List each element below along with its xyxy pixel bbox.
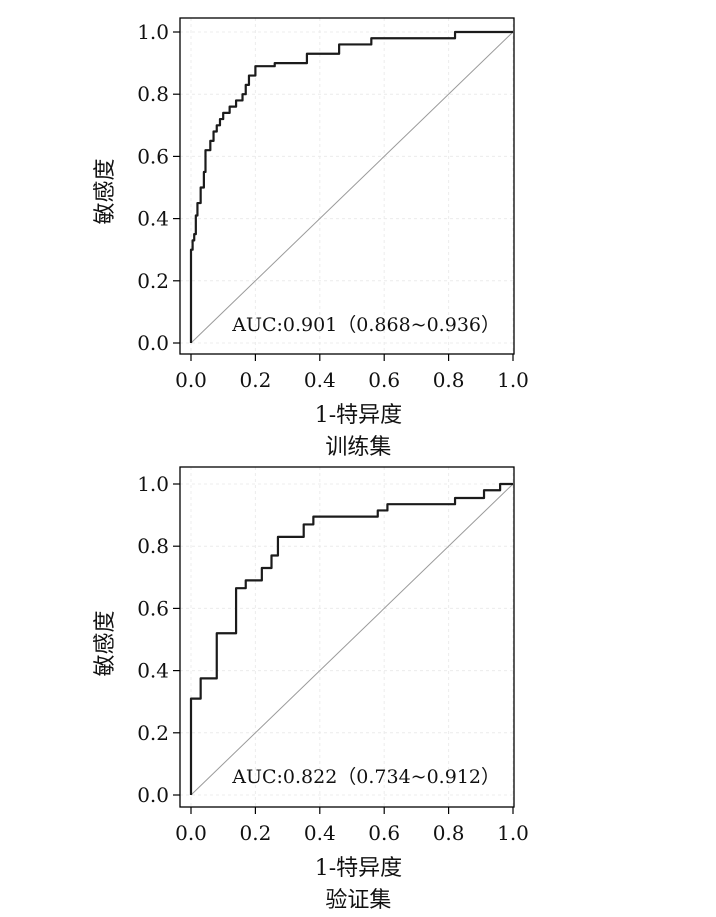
chart-1-y-tick-label: 0.8	[137, 82, 169, 106]
chart-2-roc-curve	[189, 482, 513, 795]
chart-2-y-tick-label: 1.0	[137, 472, 169, 496]
chart-2-x-tick-label: 0.8	[433, 821, 465, 845]
chart-2-x-axis-title: 1-特异度	[315, 856, 402, 881]
chart-2-y-tick-label: 0.4	[137, 659, 169, 683]
chart-1-x-tick-label: 0.8	[433, 368, 465, 392]
chart-1-x-tick-label: 0.2	[239, 368, 271, 392]
chart-1-y-tick-label: 0.2	[137, 269, 169, 293]
chart-1-caption: 训练集	[325, 435, 391, 460]
chart-2-x-tick-label: 0.6	[368, 821, 400, 845]
chart-2-y-tick-label: 0.0	[137, 783, 169, 807]
chart-1-y-tick-label: 0.4	[137, 207, 169, 231]
chart-1-plot-frame	[179, 17, 515, 355]
chart-2-auc-annotation: AUC:0.822（0.734~0.912）	[231, 766, 500, 788]
chart-2-x-tick-label: 0.4	[304, 821, 336, 845]
chart-1-reference-diagonal	[190, 31, 514, 344]
chart-1-x-axis-title: 1-特异度	[315, 403, 402, 428]
chart-2-y-tick-label: 0.2	[137, 721, 169, 745]
chart-2-plot-frame	[179, 466, 515, 808]
chart-2-y-tick-label: 0.6	[137, 596, 169, 620]
chart-2-reference-diagonal	[190, 483, 514, 796]
chart-1-x-tick-label: 1.0	[497, 368, 529, 392]
chart-1-y-tick-label: 0.0	[137, 331, 169, 355]
chart-1-y-axis-title: 敏感度	[93, 158, 118, 224]
chart-1-y-tick-label: 1.0	[137, 20, 169, 44]
chart-1-y-tick-label: 0.6	[137, 144, 169, 168]
chart-2-y-tick-label: 0.8	[137, 534, 169, 558]
chart-2-y-axis-title: 敏感度	[93, 610, 118, 676]
chart-2-x-tick-label: 1.0	[497, 821, 529, 845]
chart-1-roc-curve	[189, 30, 513, 343]
chart-1-x-tick-label: 0.4	[304, 368, 336, 392]
chart-2-caption: 验证集	[325, 888, 391, 913]
chart-1-auc-annotation: AUC:0.901（0.868~0.936）	[231, 314, 500, 336]
chart-1-x-tick-label: 0.0	[175, 368, 207, 392]
chart-1-x-tick-label: 0.6	[368, 368, 400, 392]
chart-2-x-tick-label: 0.2	[239, 821, 271, 845]
chart-2-x-tick-label: 0.0	[175, 821, 207, 845]
